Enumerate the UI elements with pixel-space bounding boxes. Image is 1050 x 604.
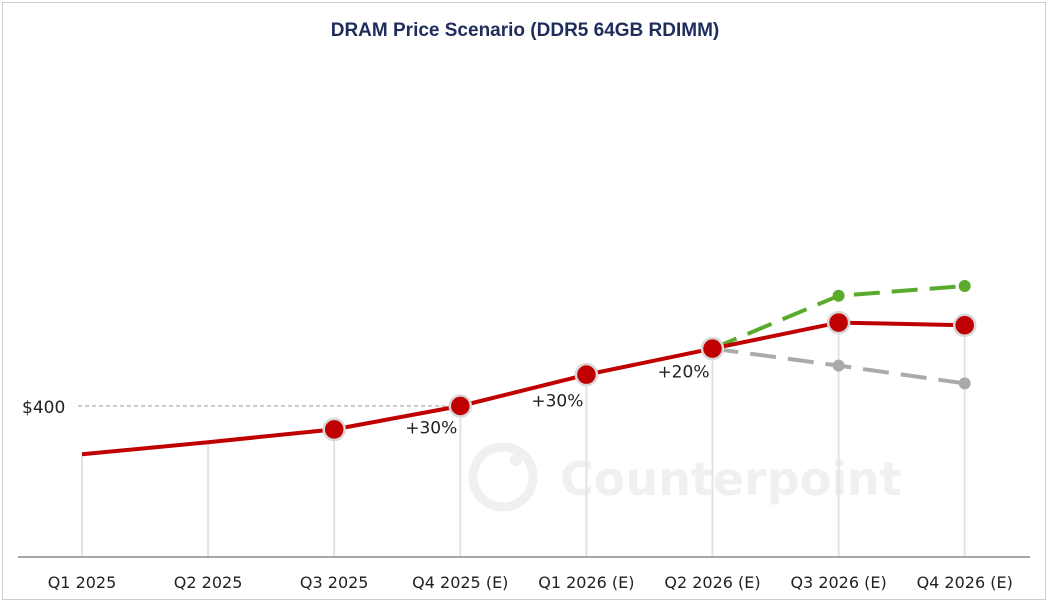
point-downside-6 bbox=[832, 359, 845, 372]
x-tick-label-0: Q1 2025 bbox=[48, 573, 117, 592]
point-upside-6 bbox=[832, 289, 845, 302]
point-downside-7 bbox=[958, 377, 971, 390]
point-upside-7 bbox=[958, 279, 971, 292]
x-tick-label-1: Q2 2025 bbox=[174, 573, 243, 592]
series-line-base bbox=[81, 320, 965, 457]
x-tick-label-2: Q3 2025 bbox=[300, 573, 369, 592]
watermark: Counterpoint bbox=[468, 442, 902, 512]
point-base-3 bbox=[448, 394, 473, 418]
point-base-5 bbox=[700, 336, 725, 361]
point-base-6 bbox=[826, 310, 851, 335]
point-base-4 bbox=[574, 362, 599, 387]
x-tick-label-3: Q4 2025 (E) bbox=[412, 573, 508, 592]
x-tick-label-7: Q4 2026 (E) bbox=[917, 573, 1013, 592]
watermark-text: Counterpoint bbox=[560, 452, 902, 506]
growth-annotation-0: +30% bbox=[405, 419, 457, 439]
watermark-logo-dot-icon bbox=[510, 454, 522, 466]
point-base-2 bbox=[322, 417, 346, 442]
growth-annotation-2: +20% bbox=[657, 363, 709, 383]
point-base-7 bbox=[952, 313, 977, 337]
watermark-logo-icon bbox=[468, 442, 538, 512]
x-tick-label-5: Q2 2026 (E) bbox=[664, 573, 760, 592]
chart-title: DRAM Price Scenario (DDR5 64GB RDIMM) bbox=[330, 20, 720, 41]
growth-annotation-1: +30% bbox=[531, 391, 583, 411]
x-tick-label-4: Q1 2026 (E) bbox=[538, 573, 634, 592]
y-reference-label: $400 bbox=[22, 398, 65, 418]
x-tick-label-6: Q3 2026 (E) bbox=[790, 573, 886, 592]
